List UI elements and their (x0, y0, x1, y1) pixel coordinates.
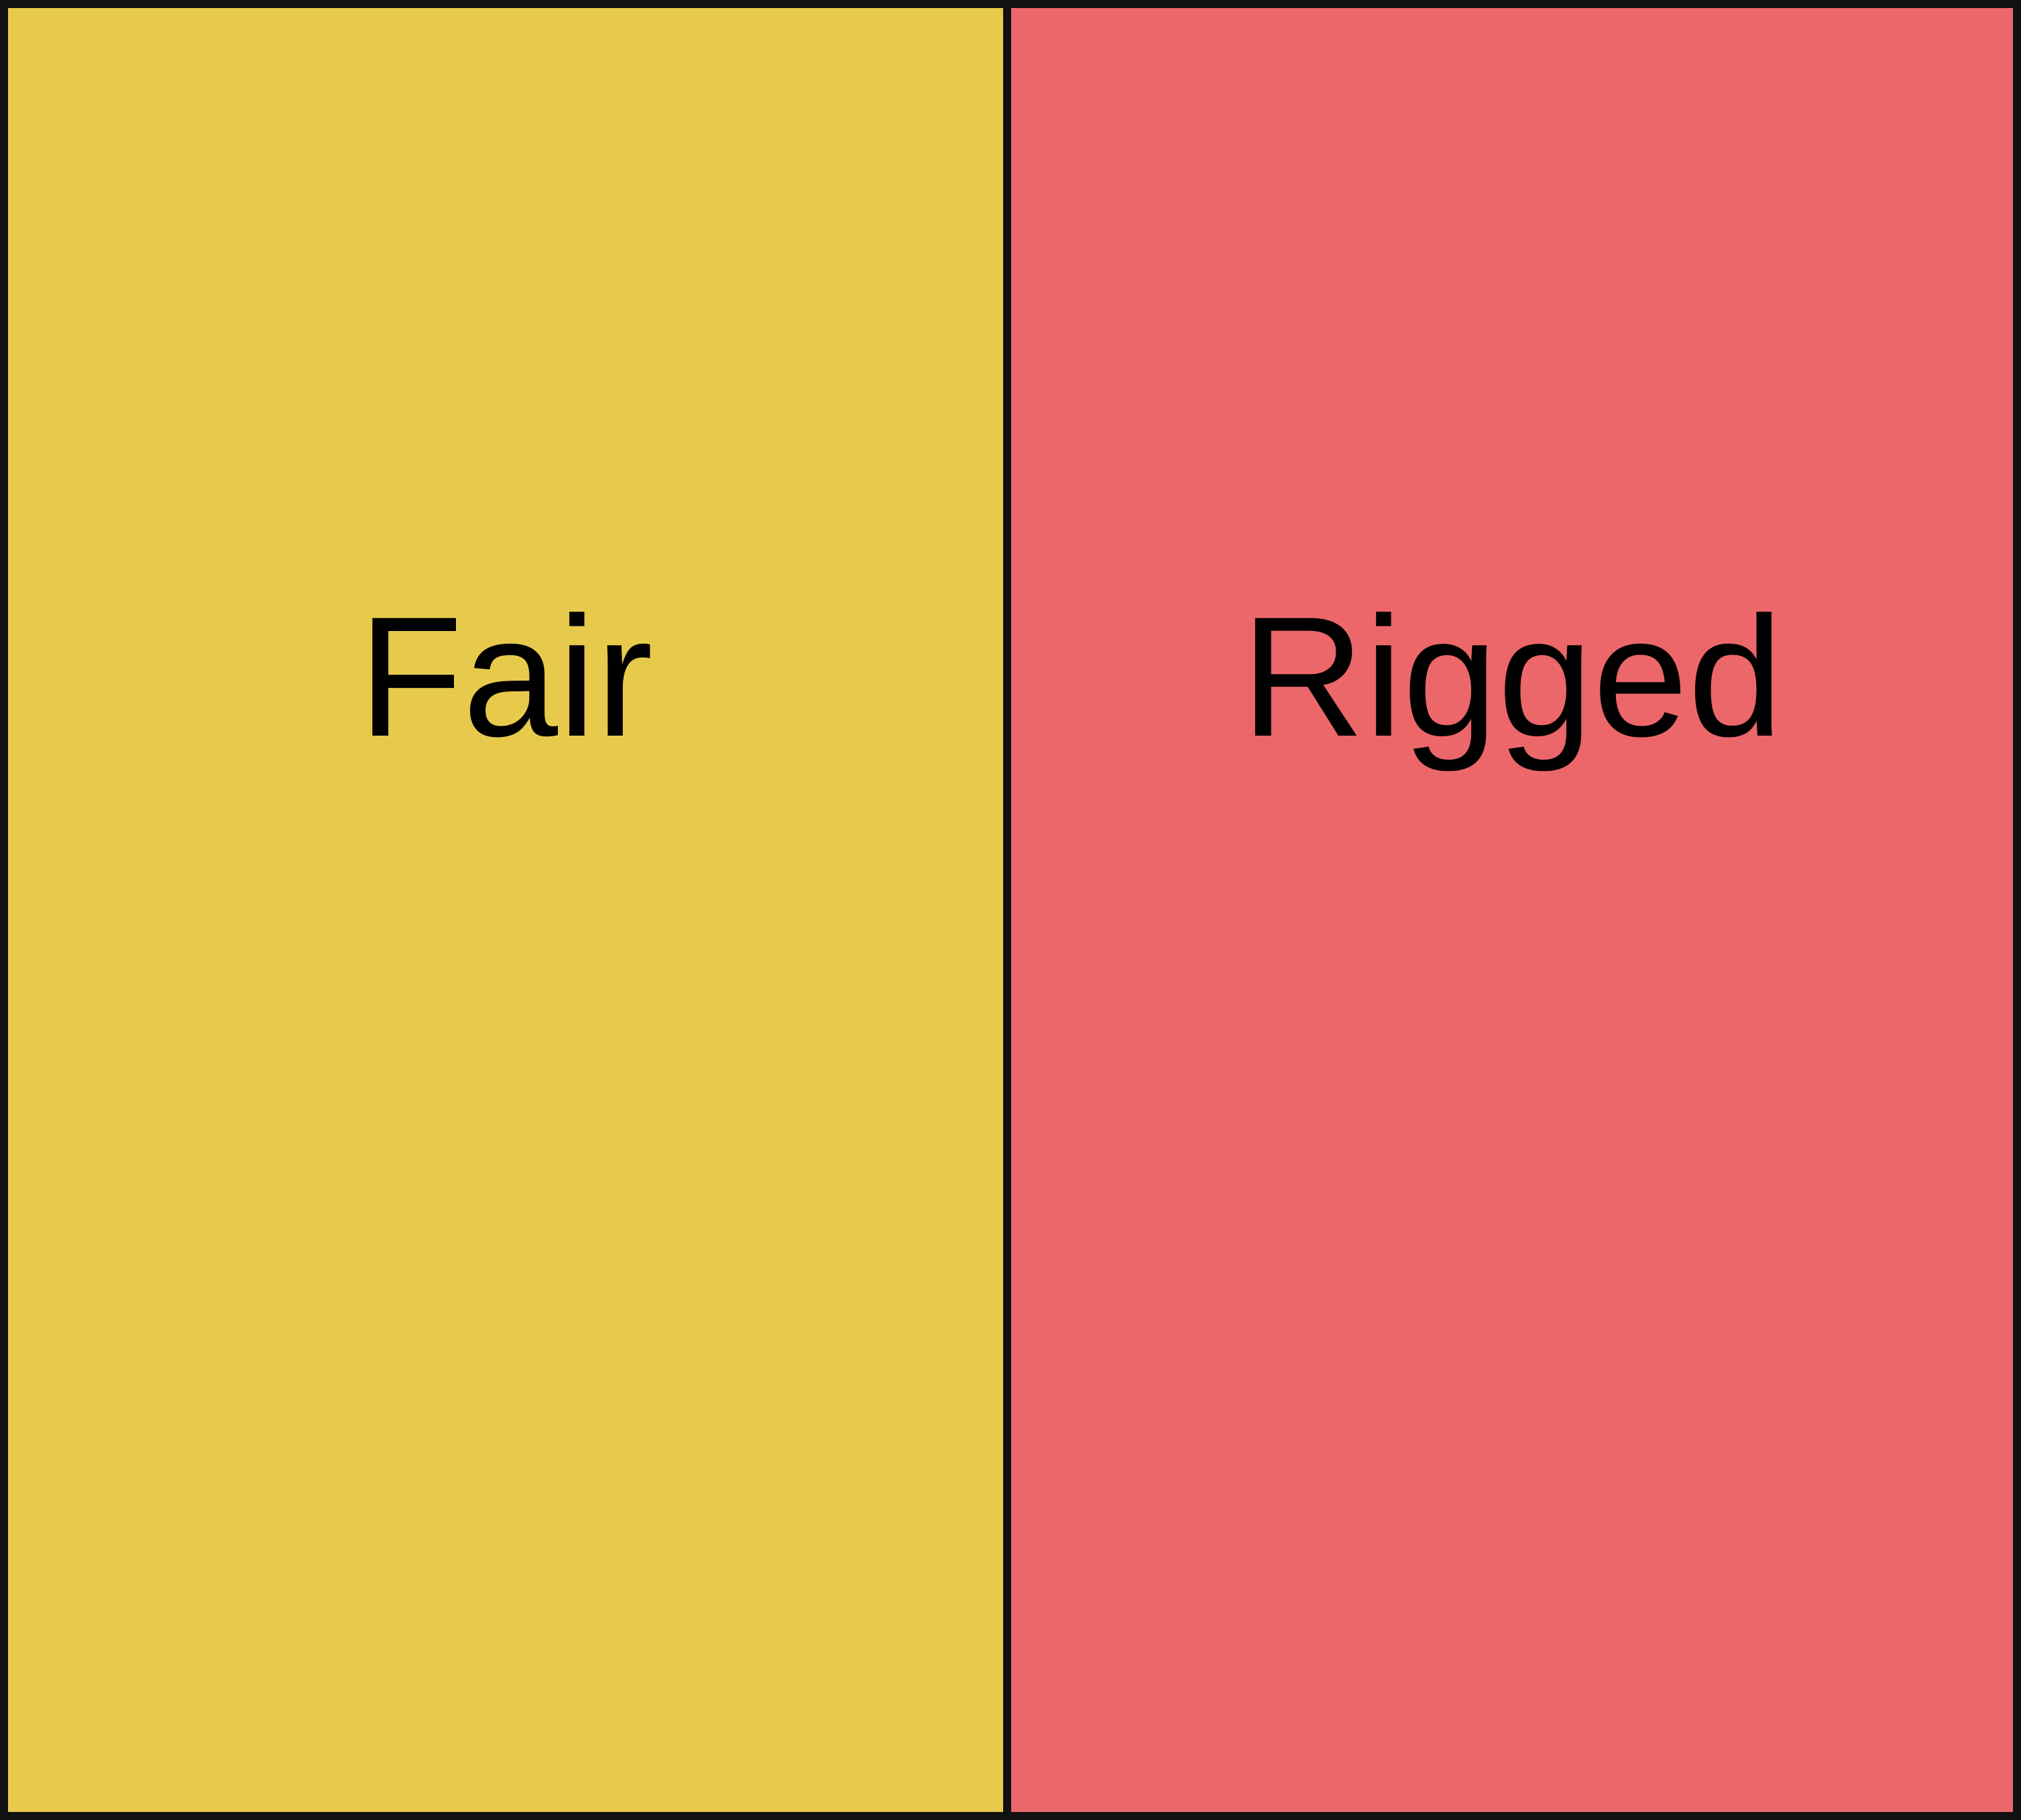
rigged-label: Rigged (1240, 581, 1784, 773)
rigged-panel: Rigged (1011, 8, 2013, 1812)
fair-label: Fair (358, 581, 653, 773)
fair-panel: Fair (8, 8, 1011, 1812)
